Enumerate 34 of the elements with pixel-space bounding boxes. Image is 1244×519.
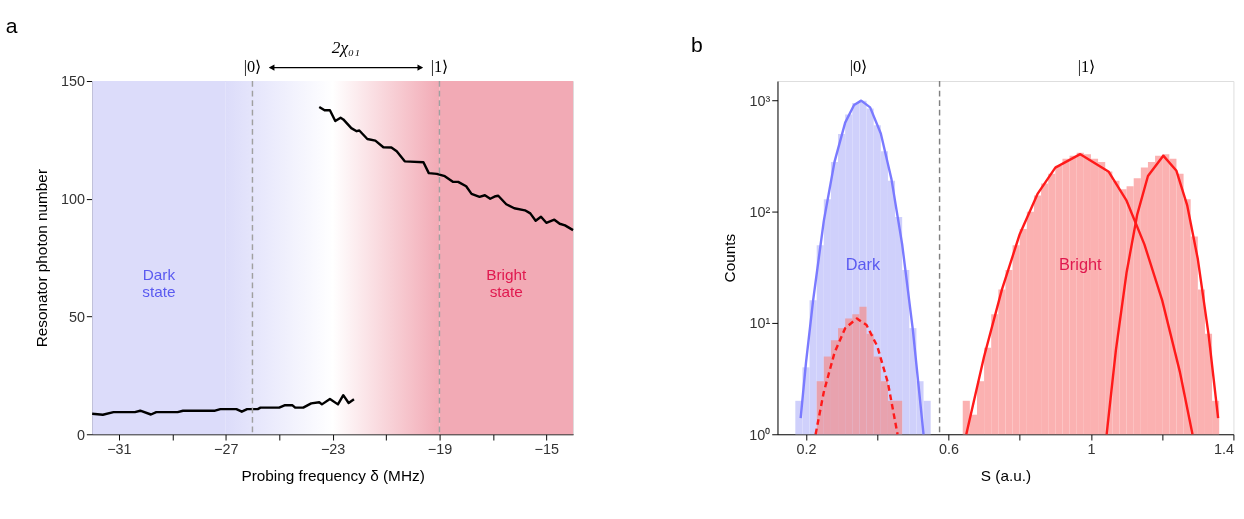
x-tick-label: −23 [320,440,346,457]
chart-title: b [691,33,703,57]
ref-line-label: |1⟩ [430,57,449,77]
ref-line-label: |0⟩ [243,57,262,77]
x-tick-label: −31 [107,440,132,457]
band-label: Bright state [486,266,528,301]
text: |1⟩ [1077,57,1096,77]
line-series [90,393,356,416]
y-tick-label: 10² [749,204,771,221]
text: 2χ₀₁ [331,38,361,58]
y-axis-title: Resonator photon number [32,169,50,348]
y-tick-label: 10¹ [749,315,771,332]
x-tick-label: −19 [427,440,453,457]
x-tick-label: 1.4 [1213,440,1234,457]
x-tick-label: 0.2 [796,440,817,457]
y-tick-label: 150 [60,73,85,90]
x-tick-label: −27 [214,440,239,457]
chart-title: a [5,14,18,38]
band-label: Dark state [142,266,176,301]
x-tick-label: 1 [1087,440,1096,457]
y-tick-label: 100 [60,191,85,208]
x-tick-label: 0.6 [938,440,959,457]
x-tick-label: −15 [534,440,559,457]
y-tick-label: 10⁰ [749,426,771,443]
line-series [318,105,575,232]
x-axis-title: Probing frequency δ (MHz) [241,466,425,484]
y-tick-label: 0 [76,426,85,443]
y-tick-label: 10³ [749,92,771,109]
text: |0⟩ [849,57,868,77]
series-label: Bright [1058,254,1103,273]
series-label: Dark [845,254,882,273]
y-tick-label: 50 [68,308,85,325]
x-axis-title: S (a.u.) [980,466,1032,484]
y-axis-title: Counts [721,233,739,283]
